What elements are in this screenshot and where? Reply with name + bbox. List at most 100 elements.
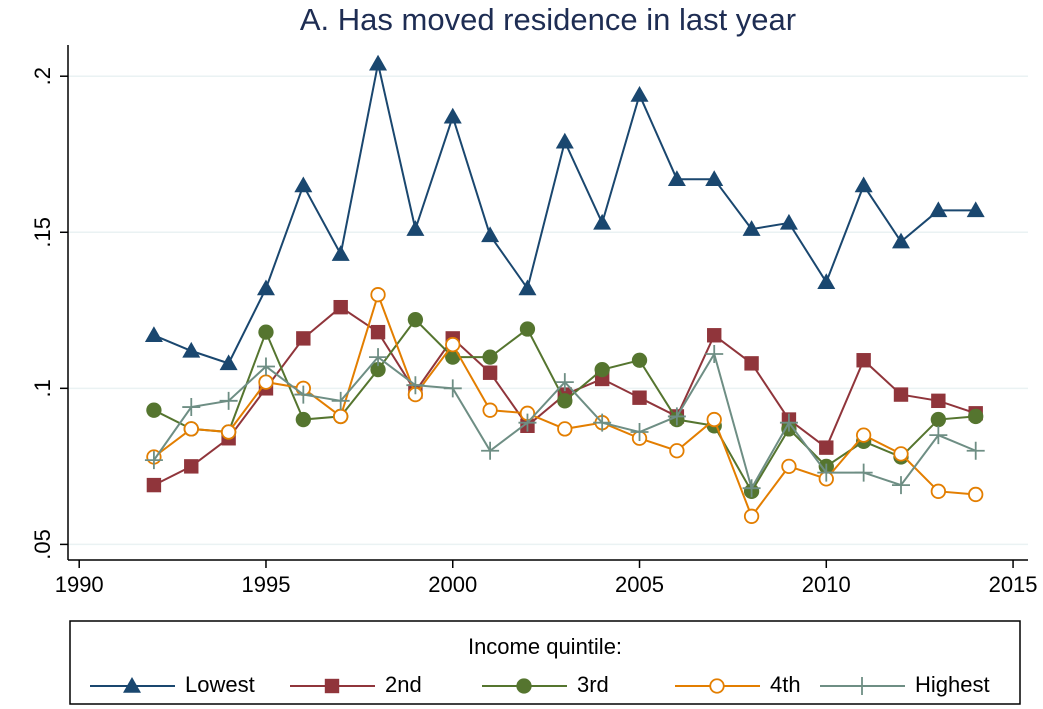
- marker: [370, 361, 386, 378]
- marker: [743, 508, 760, 524]
- marker: [481, 226, 500, 243]
- legend-title: Income quintile:: [468, 634, 622, 659]
- x-tick-label: 2000: [428, 572, 477, 597]
- legend-label: 4th: [770, 672, 801, 697]
- marker: [370, 324, 386, 340]
- y-tick-label: .05: [30, 529, 55, 560]
- marker: [183, 421, 199, 437]
- marker: [817, 273, 836, 289]
- marker: [518, 413, 537, 432]
- marker: [258, 324, 274, 340]
- marker: [557, 393, 573, 409]
- marker: [443, 107, 462, 124]
- marker: [333, 408, 349, 425]
- marker: [854, 463, 873, 482]
- marker: [929, 201, 948, 218]
- marker: [445, 336, 461, 353]
- marker: [893, 446, 909, 462]
- marker: [706, 411, 722, 428]
- legend-label: Highest: [915, 672, 990, 697]
- x-tick-label: 2015: [989, 572, 1038, 597]
- marker: [630, 423, 649, 442]
- marker: [667, 407, 686, 426]
- marker: [968, 408, 984, 425]
- legend-marker: [853, 677, 871, 695]
- legend-marker: [516, 678, 532, 694]
- series-line: [153, 63, 976, 365]
- marker: [930, 483, 947, 499]
- marker: [968, 486, 984, 503]
- marker: [369, 348, 388, 367]
- marker: [184, 459, 199, 474]
- marker: [742, 220, 761, 236]
- marker: [966, 201, 985, 218]
- marker: [555, 132, 574, 149]
- marker: [146, 477, 162, 493]
- marker: [742, 479, 761, 498]
- marker: [256, 357, 275, 376]
- y-tick-label: .15: [30, 217, 55, 248]
- legend-label: Lowest: [185, 672, 255, 697]
- marker: [819, 440, 834, 455]
- marker: [966, 441, 985, 460]
- legend-marker: [324, 678, 340, 694]
- x-tick-label: 1995: [242, 572, 291, 597]
- marker: [705, 170, 724, 186]
- marker: [593, 413, 612, 432]
- chart-title: A. Has moved residence in last year: [300, 2, 796, 37]
- marker: [333, 299, 348, 315]
- marker: [296, 331, 311, 346]
- y-tick-label: .2: [30, 67, 55, 85]
- marker: [219, 391, 238, 410]
- marker: [443, 379, 462, 398]
- marker: [406, 220, 425, 236]
- marker: [744, 356, 759, 371]
- marker: [220, 424, 237, 440]
- marker: [369, 54, 388, 71]
- marker: [144, 451, 163, 470]
- marker: [632, 390, 647, 405]
- marker: [855, 427, 872, 443]
- marker: [707, 328, 722, 343]
- marker: [555, 373, 574, 392]
- marker: [779, 413, 798, 432]
- marker: [406, 376, 425, 395]
- marker: [331, 391, 350, 410]
- marker: [631, 352, 648, 368]
- legend-box: [69, 620, 1021, 705]
- legend-marker: [709, 678, 725, 694]
- legend-label: 2nd: [385, 672, 422, 697]
- marker: [295, 411, 311, 428]
- marker: [256, 279, 275, 296]
- marker: [817, 463, 836, 482]
- marker: [630, 85, 649, 102]
- marker: [519, 321, 536, 337]
- marker: [294, 385, 313, 404]
- marker: [258, 374, 274, 390]
- legend-marker: [123, 677, 141, 693]
- marker: [518, 279, 537, 296]
- marker: [705, 345, 724, 363]
- marker: [482, 349, 498, 365]
- marker: [219, 354, 238, 371]
- marker: [407, 312, 424, 328]
- marker: [370, 287, 386, 303]
- x-tick-label: 1990: [55, 572, 104, 597]
- marker: [893, 387, 909, 402]
- x-tick-label: 2010: [802, 572, 851, 597]
- marker: [669, 443, 685, 459]
- marker: [594, 361, 610, 378]
- marker: [557, 421, 573, 437]
- marker: [891, 232, 910, 249]
- marker: [779, 213, 798, 230]
- marker: [182, 398, 201, 417]
- marker: [667, 170, 686, 186]
- marker: [891, 476, 910, 495]
- legend-label: 3rd: [577, 672, 609, 697]
- marker: [294, 176, 313, 193]
- marker: [481, 441, 500, 460]
- marker: [929, 426, 948, 445]
- marker: [146, 402, 162, 418]
